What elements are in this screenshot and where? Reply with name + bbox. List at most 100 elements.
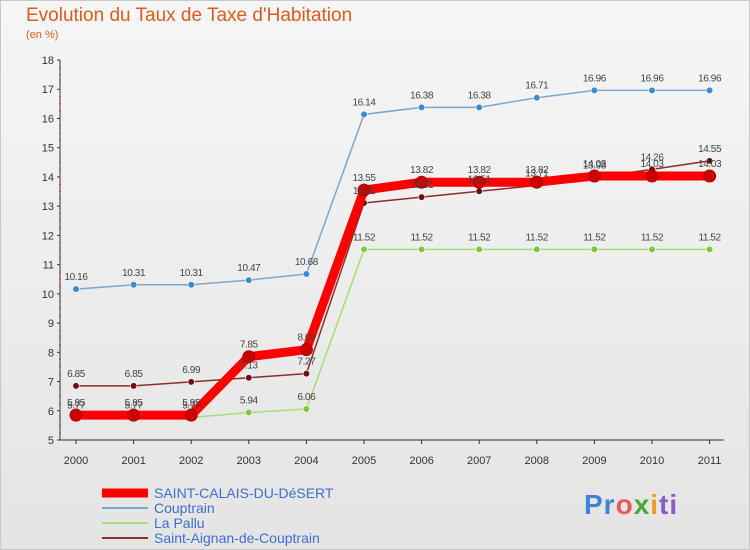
series-line xyxy=(75,248,711,419)
data-point xyxy=(69,408,83,422)
data-label: 5.94 xyxy=(240,396,259,407)
data-label: 13.51 xyxy=(468,174,492,185)
data-label: 5.85 xyxy=(182,398,201,409)
data-point xyxy=(475,245,483,254)
x-tick-label: 2005 xyxy=(352,455,376,467)
y-tick-label: 5 xyxy=(48,435,54,447)
data-label: 10.31 xyxy=(180,268,204,279)
legend-label: SAINT-CALAIS-DU-DéSERT xyxy=(154,485,334,501)
data-point xyxy=(645,169,659,183)
data-point xyxy=(648,245,656,254)
data-label: 16.71 xyxy=(525,81,549,92)
data-label: 10.16 xyxy=(64,272,88,283)
data-label: 14.03 xyxy=(640,159,664,170)
data-label: 6.85 xyxy=(67,369,86,380)
data-label: 5.77 xyxy=(67,400,86,411)
data-label: 14.26 xyxy=(640,152,664,163)
y-tick-label: 18 xyxy=(42,55,54,67)
data-point xyxy=(184,408,198,422)
data-point xyxy=(242,350,256,364)
y-tick-label: 6 xyxy=(48,406,54,418)
data-label: 16.96 xyxy=(640,73,664,84)
chart-title: Evolution du Taux de Taxe d'Habitation xyxy=(26,5,353,26)
data-point xyxy=(705,157,714,165)
data-point xyxy=(72,285,80,293)
data-point xyxy=(130,382,138,390)
data-label: 14.55 xyxy=(698,144,722,155)
data-label: 6.99 xyxy=(182,365,201,376)
data-point xyxy=(648,86,656,95)
proxiti-logo: Proxiti xyxy=(584,489,679,520)
data-point xyxy=(245,276,253,284)
data-point xyxy=(703,169,717,183)
data-point xyxy=(475,187,483,195)
data-label: 6.06 xyxy=(297,392,316,403)
y-tick-label: 9 xyxy=(48,318,54,330)
data-point xyxy=(418,245,426,254)
x-tick-label: 2007 xyxy=(467,455,491,467)
chart-subtitle: (en %) xyxy=(26,29,59,41)
x-tick-label: 2003 xyxy=(237,455,261,467)
data-point xyxy=(590,245,599,254)
data-label: 11.52 xyxy=(641,232,664,243)
data-point xyxy=(302,270,311,278)
y-tick-label: 8 xyxy=(48,347,54,359)
data-point xyxy=(530,175,544,189)
y-tick-label: 13 xyxy=(42,201,54,213)
data-label: 13.98 xyxy=(583,161,607,172)
x-tick-label: 2008 xyxy=(525,455,549,467)
data-point xyxy=(418,193,426,201)
x-tick-label: 2002 xyxy=(179,455,203,467)
data-label: 10.31 xyxy=(122,268,146,279)
data-label: 11.52 xyxy=(353,232,376,243)
x-tick-label: 2001 xyxy=(121,455,145,467)
data-point xyxy=(299,343,313,357)
data-label: 7.27 xyxy=(297,357,316,368)
data-label: 10.47 xyxy=(237,263,261,274)
legend-label: La Pallu xyxy=(154,515,205,531)
data-point xyxy=(590,86,599,95)
y-tick-label: 7 xyxy=(48,377,54,389)
data-label: 5.77 xyxy=(125,400,144,411)
data-point xyxy=(360,245,368,254)
data-point xyxy=(245,374,253,382)
data-label: 7.13 xyxy=(240,361,259,372)
y-tick-label: 15 xyxy=(42,143,54,155)
data-point xyxy=(187,281,195,289)
data-point xyxy=(472,175,486,189)
data-label: 11.52 xyxy=(583,232,606,243)
x-tick-label: 2006 xyxy=(409,455,433,467)
data-label: 16.96 xyxy=(698,73,722,84)
y-tick-label: 11 xyxy=(43,260,54,272)
data-label: 11.52 xyxy=(410,232,433,243)
x-tick-label: 2004 xyxy=(294,455,318,467)
y-tick-label: 16 xyxy=(42,113,54,125)
data-point xyxy=(475,103,483,111)
data-label: 7.85 xyxy=(240,340,259,351)
data-label: 5.77 xyxy=(182,400,201,411)
data-label: 6.85 xyxy=(125,369,144,380)
data-label: 13.55 xyxy=(352,173,376,184)
data-label: 5.85 xyxy=(67,398,86,409)
data-label: 13.71 xyxy=(525,168,549,179)
legend-label: Couptrain xyxy=(154,500,215,516)
y-tick-label: 17 xyxy=(42,84,54,96)
data-label: 13.82 xyxy=(525,165,549,176)
series-line xyxy=(75,89,711,290)
y-tick-label: 12 xyxy=(42,230,54,242)
x-tick-label: 2011 xyxy=(698,455,722,467)
data-label: 13.11 xyxy=(353,186,376,197)
x-tick-label: 2000 xyxy=(64,455,88,467)
data-label: 13.31 xyxy=(410,180,434,191)
data-label: 14.03 xyxy=(698,159,722,170)
data-point xyxy=(418,103,426,111)
data-point xyxy=(360,110,368,118)
data-label: 16.38 xyxy=(468,90,492,101)
data-point xyxy=(705,245,714,254)
data-label: 11.52 xyxy=(468,232,491,243)
data-label: 13.82 xyxy=(410,165,434,176)
data-point xyxy=(130,281,138,289)
data-label: 16.38 xyxy=(410,90,434,101)
